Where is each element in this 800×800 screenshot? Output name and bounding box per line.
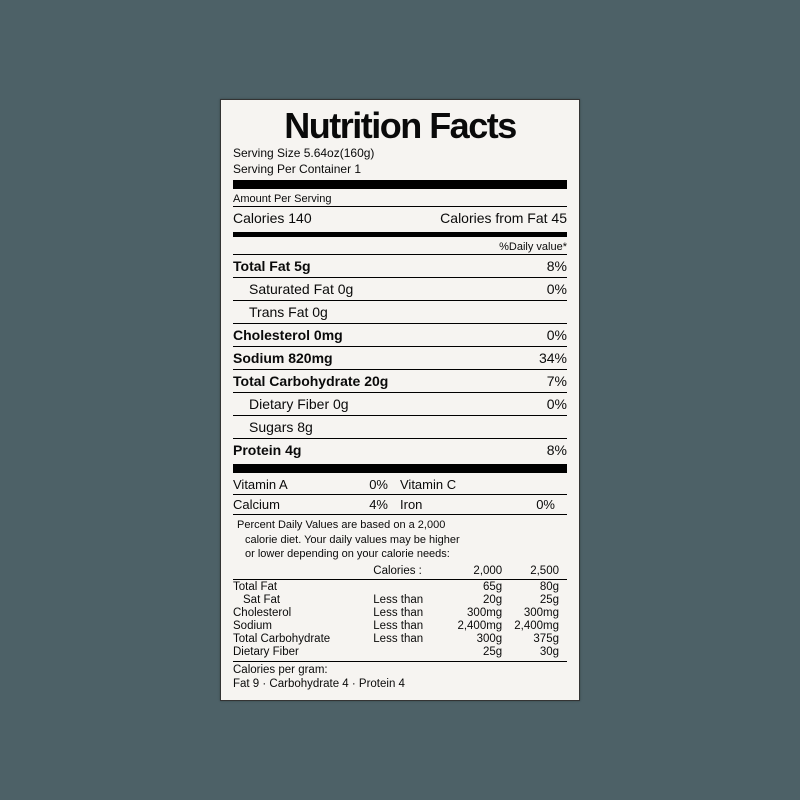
footnote: Percent Daily Values are based on a 2,00… [233,515,567,564]
title: Nutrition Facts [233,108,567,144]
calories-from-fat: Calories from Fat 45 [440,210,567,226]
cholesterol-row: Cholesterol 0mg 0% [233,324,567,346]
carbohydrate-row: Total Carbohydrate 20g 7% [233,370,567,392]
nutrient-name: Cholesterol 0mg [233,327,343,343]
nutrient-name: Dietary Fiber 0g [249,396,349,412]
protein-row: Protein 4g 8% [233,439,567,461]
table-row: Total Carbohydrate Less than 300g 375g [233,633,567,646]
ref-name: Sat Fat [233,594,373,607]
ref-val: 80g [510,581,567,594]
trans-fat-row: Trans Fat 0g [233,301,567,323]
vitamin-value: 0% [531,497,567,512]
ref-name: Total Fat [233,581,373,594]
ref-val: 300mg [453,607,510,620]
vitamin-name: Calcium [233,497,364,512]
ref-col-2000: 2,000 [453,564,510,579]
table-row: Calories : 2,000 2,500 [233,564,567,579]
ref-val: 2,400mg [453,620,510,633]
nutrient-dv: 34% [539,350,567,366]
nutrient-name: Protein 4g [233,442,301,458]
nutrient-dv: 7% [547,373,567,389]
sodium-row: Sodium 820mg 34% [233,347,567,369]
nutrient-name: Sodium 820mg [233,350,333,366]
ref-val: 375g [510,633,567,646]
ref-val: 25g [510,594,567,607]
nutrient-name: Trans Fat 0g [249,304,328,320]
nutrition-label: Nutrition Facts Serving Size 5.64oz(160g… [220,99,580,701]
ref-name: Cholesterol [233,607,373,620]
ref-col-2500: 2,500 [510,564,567,579]
nutrient-dv: 0% [547,396,567,412]
daily-value-header: %Daily value* [233,239,567,254]
nutrient-dv: 8% [547,258,567,274]
nutrient-dv: 8% [547,442,567,458]
nutrient-name: Saturated Fat 0g [249,281,353,297]
vitamin-value [531,477,567,492]
table-row: Sodium Less than 2,400mg 2,400mg [233,620,567,633]
ref-val: 300mg [510,607,567,620]
ref-val: 20g [453,594,510,607]
footnote-line: or lower depending on your calorie needs… [237,547,567,561]
ref-val: 65g [453,581,510,594]
ref-qual [373,581,453,594]
nutrient-name: Total Fat 5g [233,258,311,274]
vitamin-name: Vitamin A [233,477,364,492]
ref-name: Dietary Fiber [233,646,373,659]
amount-per-serving-header: Amount Per Serving [233,191,567,206]
fiber-row: Dietary Fiber 0g 0% [233,393,567,415]
ref-name: Total Carbohydrate [233,633,373,646]
vitamin-value: 0% [364,477,400,492]
ref-val: 30g [510,646,567,659]
total-fat-row: Total Fat 5g 8% [233,255,567,277]
divider-med [233,232,567,237]
ref-qual: Less than [373,633,453,646]
vitamin-value: 4% [364,497,400,512]
footnote-line: calorie diet. Your daily values may be h… [237,533,567,547]
reference-table: Calories : 2,000 2,500 Total Fat 65g 80g… [233,564,567,659]
ref-val: 25g [453,646,510,659]
nutrient-name: Sugars 8g [249,419,313,435]
ref-val: 2,400mg [510,620,567,633]
calories-row: Calories 140 Calories from Fat 45 [233,207,567,229]
calories-label: Calories 140 [233,210,312,226]
ref-cal-label: Calories : [373,564,453,579]
calories-per-gram-line2: Fat 9 · Carbohydrate 4 · Protein 4 [233,676,567,690]
ref-qual: Less than [373,594,453,607]
vitamin-name: Iron [400,497,531,512]
table-row: Dietary Fiber 25g 30g [233,646,567,659]
footnote-line: Percent Daily Values are based on a 2,00… [237,518,567,532]
ref-qual: Less than [373,620,453,633]
servings-per-container: Serving Per Container 1 [233,162,567,178]
calories-per-gram-line1: Calories per gram: [233,662,567,676]
serving-size: Serving Size 5.64oz(160g) [233,146,567,162]
table-row: Total Fat 65g 80g [233,581,567,594]
saturated-fat-row: Saturated Fat 0g 0% [233,278,567,300]
ref-name: Sodium [233,620,373,633]
table-row: Cholesterol Less than 300mg 300mg [233,607,567,620]
nutrient-dv: 0% [547,281,567,297]
nutrient-name: Total Carbohydrate 20g [233,373,388,389]
ref-val: 300g [453,633,510,646]
sugars-row: Sugars 8g [233,416,567,438]
vitamin-row-2: Calcium 4% Iron 0% [233,495,567,514]
table-row: Sat Fat Less than 20g 25g [233,594,567,607]
divider-thick [233,180,567,189]
ref-qual: Less than [373,607,453,620]
nutrient-dv: 0% [547,327,567,343]
vitamin-name: Vitamin C [400,477,531,492]
divider-thick [233,464,567,473]
ref-qual [373,646,453,659]
vitamin-row-1: Vitamin A 0% Vitamin C [233,475,567,494]
